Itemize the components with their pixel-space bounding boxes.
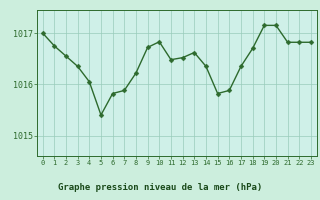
Text: Graphe pression niveau de la mer (hPa): Graphe pression niveau de la mer (hPa) [58,183,262,192]
